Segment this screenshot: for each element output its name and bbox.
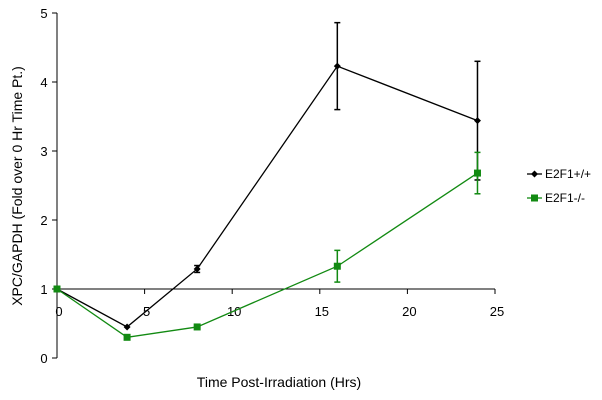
- x-tick-label: 20: [402, 304, 416, 319]
- data-point: [193, 323, 201, 331]
- legend-item: E2F1+/+: [527, 167, 591, 181]
- legend-marker: [531, 170, 538, 178]
- data-point: [333, 62, 341, 70]
- data-point: [123, 323, 131, 331]
- legend-marker: [531, 194, 538, 202]
- y-tick-label: 0: [40, 351, 47, 366]
- data-point: [53, 285, 61, 293]
- x-axis-title: Time Post-Irradiation (Hrs): [197, 374, 361, 390]
- series-e2f1-knockout: [53, 151, 481, 341]
- series-e2f1-wildtype: [53, 21, 481, 331]
- y-tick-label: 4: [40, 75, 47, 90]
- data-point: [193, 265, 201, 273]
- x-tick-label: 15: [315, 304, 329, 319]
- legend-label: E2F1+/+: [545, 167, 591, 181]
- legend-label: E2F1-/-: [545, 191, 585, 205]
- data-point: [473, 117, 481, 125]
- y-axis-title: XPC/GAPDH (Fold over 0 Hr Time Pt.): [9, 66, 25, 306]
- y-tick-label: 1: [40, 282, 47, 297]
- y-tick-label: 2: [40, 213, 47, 228]
- x-tick-label: 0: [55, 304, 62, 319]
- data-point: [123, 333, 131, 341]
- series-line: [56, 65, 478, 328]
- plot-area: [53, 21, 481, 341]
- y-tick-label: 5: [40, 6, 47, 21]
- x-tick-label: 25: [490, 304, 504, 319]
- data-point: [333, 262, 341, 270]
- data-point: [473, 169, 481, 177]
- legend: E2F1+/+ E2F1-/-: [527, 167, 591, 205]
- legend-item: E2F1-/-: [527, 191, 585, 205]
- y-tick-label: 3: [40, 144, 47, 159]
